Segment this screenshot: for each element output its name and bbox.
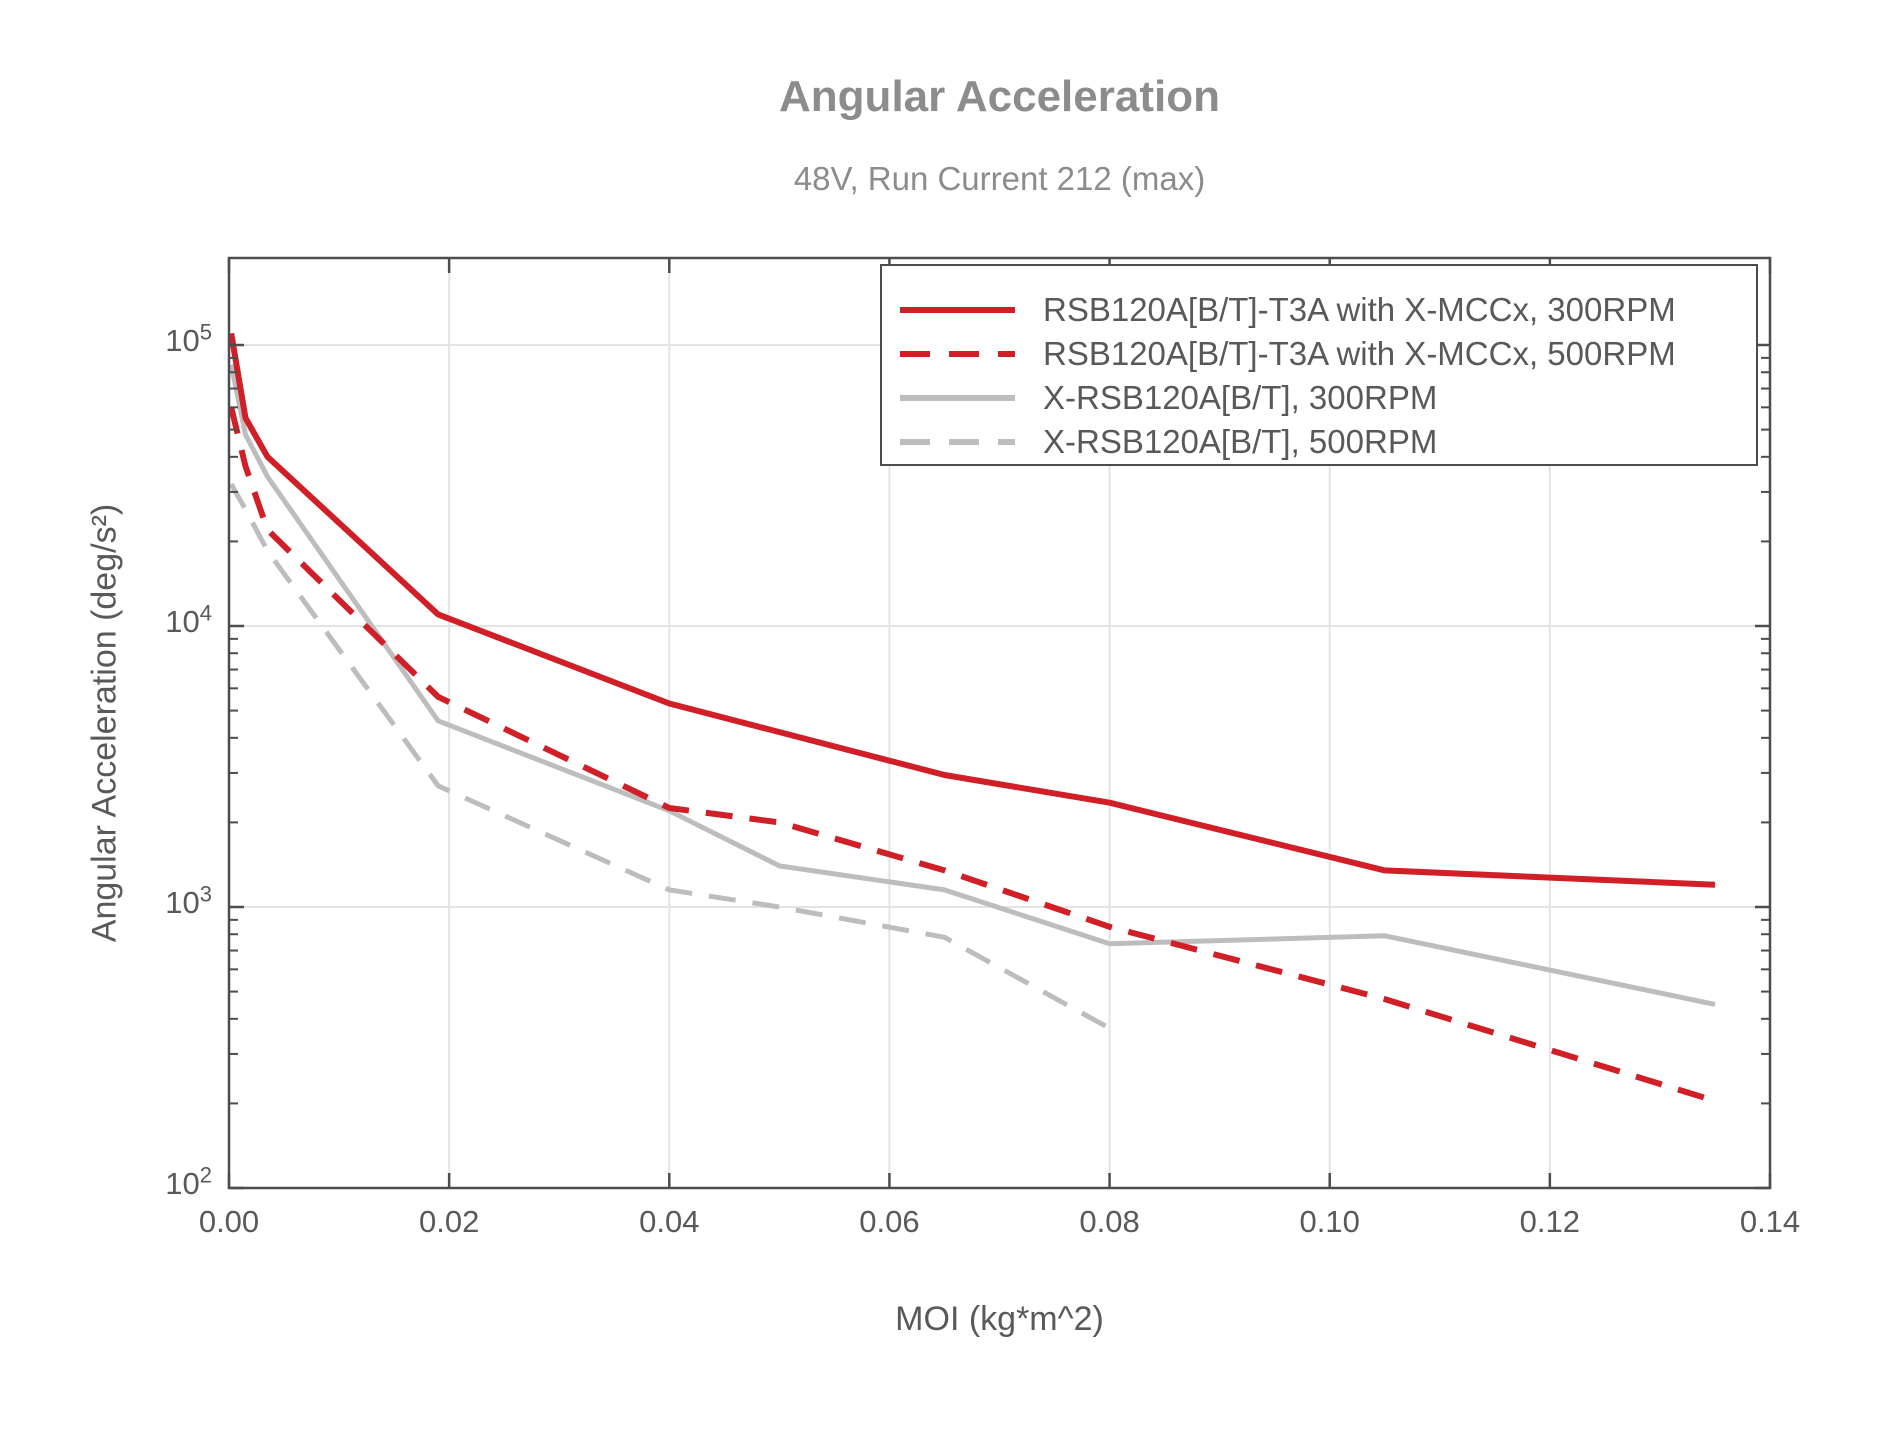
x-tick-label: 0.04	[639, 1204, 700, 1239]
x-tick-label: 0.08	[1079, 1204, 1140, 1239]
x-tick-label: 0.12	[1519, 1204, 1581, 1239]
chart-subtitle: 48V, Run Current 212 (max)	[793, 160, 1206, 197]
y-tick-label: 104	[82, 602, 212, 642]
chart-title: Angular Acceleration	[779, 72, 1220, 121]
x-tick-label: 0.14	[1739, 1204, 1801, 1239]
x-tick-label: 0.06	[859, 1204, 920, 1239]
y-axis-label: Angular Acceleration (deg/s²)	[85, 503, 124, 943]
x-tick-label: 0.00	[198, 1204, 260, 1239]
plot-frame	[227, 256, 1772, 1190]
legend-label: RSB120A[B/T]-T3A with X-MCCx, 300RPM	[1043, 291, 1676, 328]
y-tick-base: 10	[165, 604, 200, 639]
legend-label: RSB120A[B/T]-T3A with X-MCCx, 500RPM	[1043, 335, 1676, 372]
series-line-1	[228, 406, 1705, 1101]
legend-line-sample	[900, 351, 1015, 357]
legend-label: X-RSB120A[B/T], 300RPM	[1043, 379, 1438, 416]
legend-line-sample	[900, 439, 1015, 445]
y-tick-base: 10	[165, 885, 200, 920]
legend-line-sample	[900, 307, 1015, 313]
legend: RSB120A[B/T]-T3A with X-MCCx, 300RPM RSB1…	[880, 264, 1758, 466]
y-tick-exponent: 3	[199, 881, 212, 907]
y-tick-exponent: 2	[199, 1162, 212, 1188]
y-tick-base: 10	[165, 1166, 200, 1201]
y-tick-label: 102	[82, 1164, 212, 1204]
y-tick-base: 10	[165, 323, 200, 358]
y-tick-exponent: 4	[199, 600, 212, 626]
y-tick-label: 105	[82, 321, 212, 361]
legend-item[interactable]: X-RSB120A[B/T], 500RPM	[900, 420, 1756, 464]
legend-item[interactable]: RSB120A[B/T]-T3A with X-MCCx, 300RPM	[900, 288, 1756, 332]
y-tick-exponent: 5	[199, 319, 212, 345]
legend-item[interactable]: X-RSB120A[B/T], 300RPM	[900, 376, 1756, 420]
series-line-2	[228, 364, 1716, 1007]
series-line-0	[228, 332, 1716, 888]
legend-line-sample	[900, 395, 1015, 401]
legend-item[interactable]: RSB120A[B/T]-T3A with X-MCCx, 500RPM	[900, 332, 1756, 376]
x-axis-label: MOI (kg*m^2)	[895, 1300, 1104, 1338]
y-tick-label: 103	[82, 883, 212, 923]
legend-label: X-RSB120A[B/T], 500RPM	[1043, 423, 1438, 460]
x-tick-label: 0.10	[1299, 1204, 1360, 1239]
series-line-3	[229, 482, 1111, 1031]
x-tick-label: 0.02	[418, 1204, 480, 1239]
